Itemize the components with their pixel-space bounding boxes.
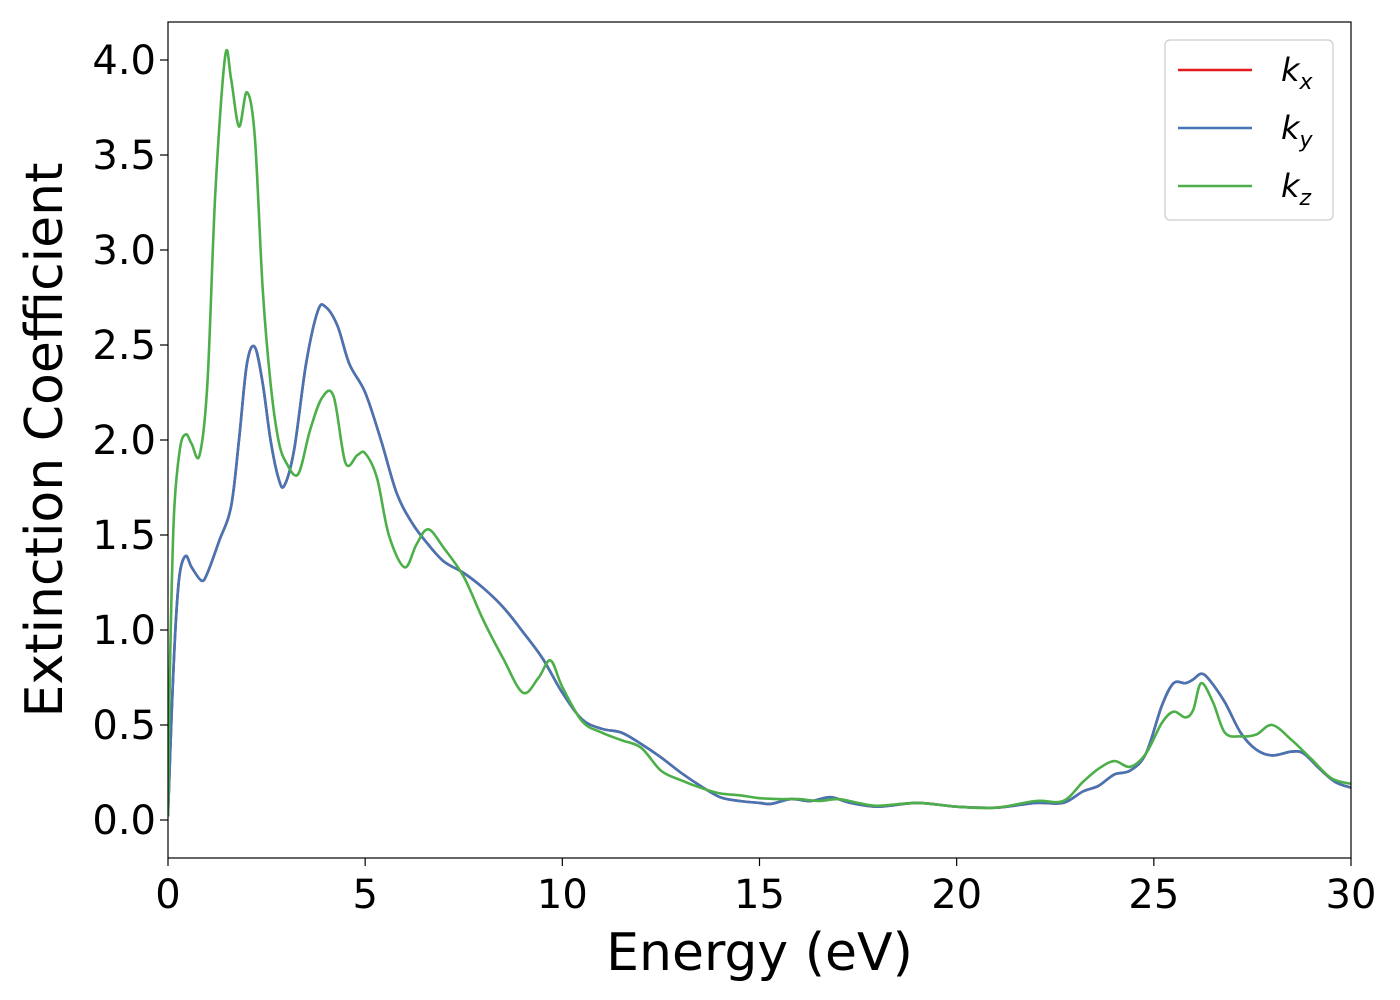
y-tick-label: 3.5 <box>92 133 156 179</box>
y-tick-label: 3.0 <box>92 228 156 274</box>
x-tick-label: 15 <box>734 872 785 918</box>
y-tick-label: 4.0 <box>92 38 156 84</box>
y-tick-label: 2.5 <box>92 323 156 369</box>
x-axis-title: Energy (eV) <box>606 923 913 983</box>
series-line-kz <box>168 48 1351 817</box>
legend-box <box>1164 39 1334 221</box>
y-axis-title: Extinction Coefficient <box>15 163 75 718</box>
x-tick-label: 0 <box>155 872 180 918</box>
x-tick-label: 25 <box>1128 872 1179 918</box>
y-tick-label: 0.0 <box>92 798 156 844</box>
x-tick-label: 5 <box>352 872 377 918</box>
series-line-ky <box>168 303 1351 817</box>
x-tick-label: 20 <box>931 872 982 918</box>
y-tick-label: 2.0 <box>92 418 156 464</box>
x-axis-ticks: 0 5 10 15 20 25 30 <box>155 858 1376 918</box>
y-tick-label: 0.5 <box>92 703 156 749</box>
x-tick-label: 30 <box>1326 872 1377 918</box>
y-tick-label: 1.0 <box>92 608 156 654</box>
y-tick-label: 1.5 <box>92 513 156 559</box>
legend-label-kx: kx <box>1281 51 1314 95</box>
x-tick-label: 10 <box>537 872 588 918</box>
series-layer <box>168 48 1351 817</box>
y-axis-ticks: 0.0 0.5 1.0 1.5 2.0 2.5 3.0 3.5 4.0 <box>92 38 168 844</box>
